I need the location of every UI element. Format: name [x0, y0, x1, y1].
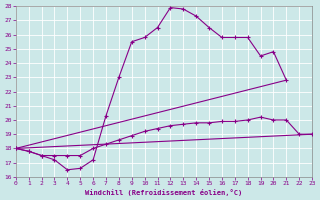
X-axis label: Windchill (Refroidissement éolien,°C): Windchill (Refroidissement éolien,°C)	[85, 189, 243, 196]
